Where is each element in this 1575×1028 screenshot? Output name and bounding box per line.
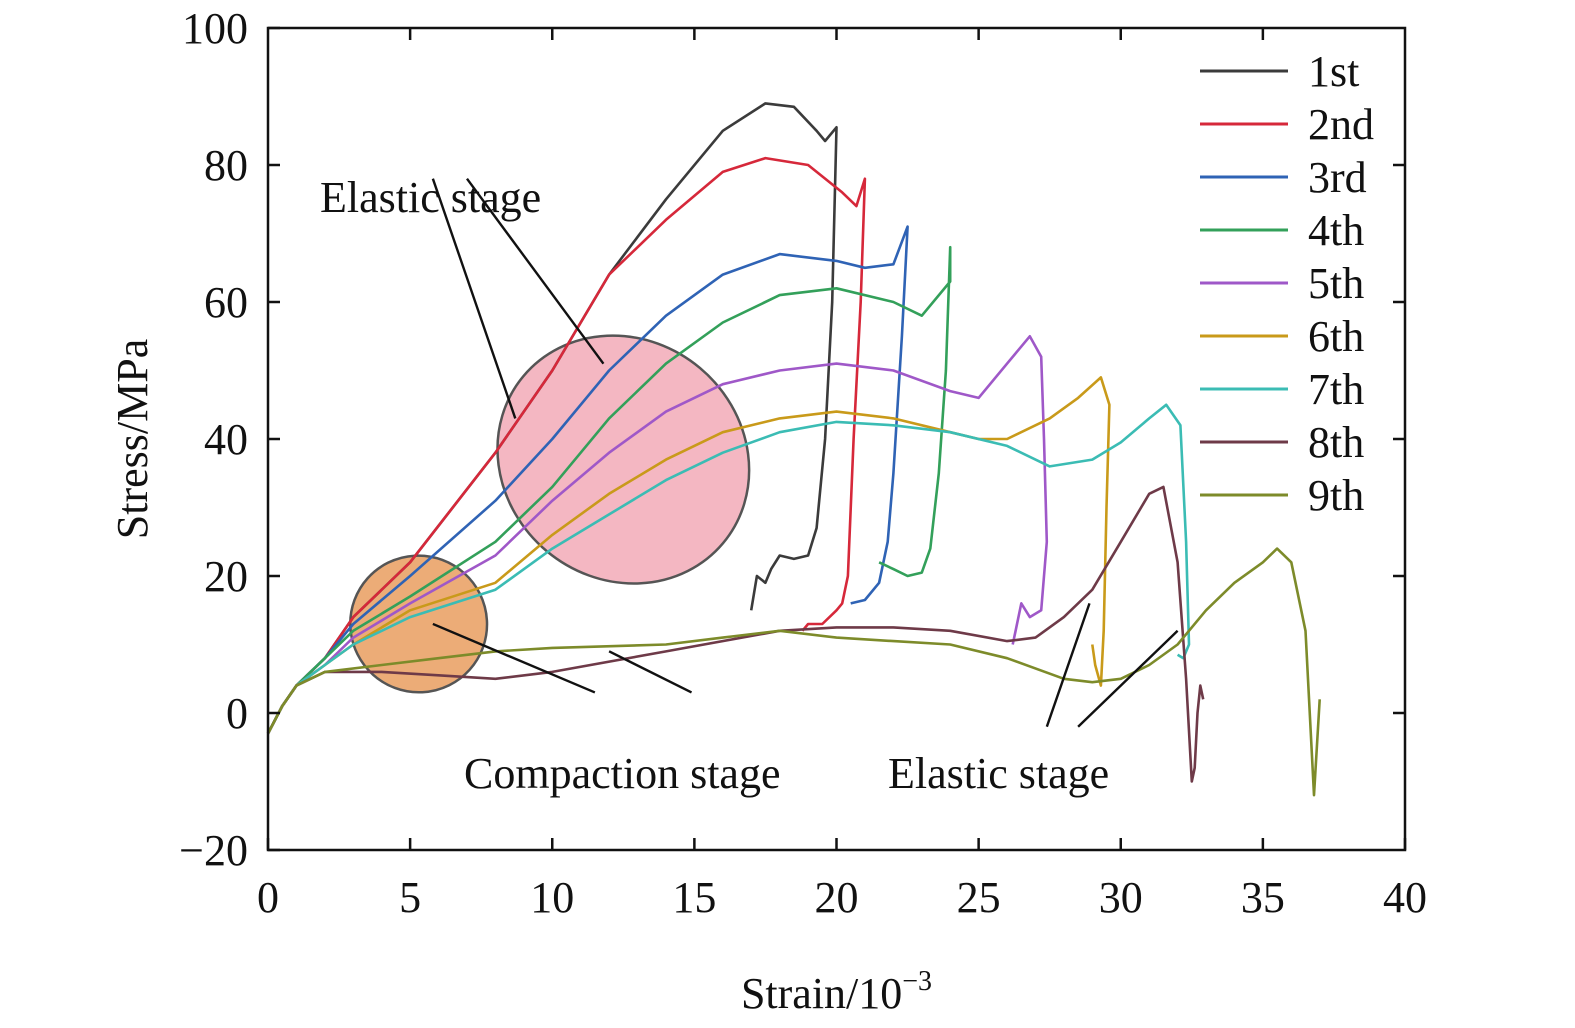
y-tick-label: 60 xyxy=(204,278,248,327)
x-tick-label: 40 xyxy=(1383,873,1427,922)
annotation-leader-2 xyxy=(466,177,605,365)
elastic-region xyxy=(496,334,751,585)
axes-layer: 0 5 10 15 20 25 30 35 40−20020406080100Strain/10… xyxy=(108,4,1427,1018)
annotation-lines xyxy=(431,177,1179,728)
legend-label-2: 2nd xyxy=(1308,100,1374,149)
x-axis-label-exponent: −3 xyxy=(902,966,932,997)
x-axis-label-base: Strain/10 xyxy=(741,969,902,1018)
annotation-leader-4 xyxy=(608,650,693,694)
series-line-8 xyxy=(266,485,1205,783)
x-tick-label: 0 xyxy=(257,873,279,922)
y-axis-label: Stress/MPa xyxy=(108,339,157,539)
series-line-3 xyxy=(266,225,909,735)
x-tick-label: 5 xyxy=(399,873,421,922)
annotation-leader-5 xyxy=(1045,603,1091,728)
x-tick-label: 25 xyxy=(957,873,1001,922)
x-axis-label: Strain/10−3 xyxy=(741,966,932,1018)
series-line-4 xyxy=(266,245,952,735)
compaction-region xyxy=(349,554,489,694)
series-layer xyxy=(266,102,1321,797)
legend-label-9: 9th xyxy=(1308,471,1364,520)
x-tick-label: 35 xyxy=(1241,873,1285,922)
series-line-5 xyxy=(266,335,1049,735)
x-tick-label: 15 xyxy=(672,873,716,922)
x-tick-label: 20 xyxy=(815,873,859,922)
legend-label-1: 1st xyxy=(1308,47,1359,96)
legend-label-6: 6th xyxy=(1308,312,1364,361)
series-line-7 xyxy=(266,403,1191,735)
legend-label-7: 7th xyxy=(1308,365,1364,414)
legend-label-8: 8th xyxy=(1308,418,1364,467)
series-line-9 xyxy=(266,547,1321,797)
legend-label-4: 4th xyxy=(1308,206,1364,255)
y-tick-label: 40 xyxy=(204,415,248,464)
annotation-label-2: Compaction stage xyxy=(464,749,781,798)
y-tick-label: 80 xyxy=(204,141,248,190)
y-tick-label: 0 xyxy=(226,689,248,738)
x-tick-label: 10 xyxy=(530,873,574,922)
legend-label-3: 3rd xyxy=(1308,153,1367,202)
annotation-label-3: Elastic stage xyxy=(888,749,1109,798)
annotation-leader-6 xyxy=(1077,629,1179,728)
y-tick-label: −20 xyxy=(179,826,248,875)
legend-label-5: 5th xyxy=(1308,259,1364,308)
regions-layer xyxy=(349,334,751,694)
y-tick-label: 20 xyxy=(204,552,248,601)
annotation-leader-1 xyxy=(431,178,517,419)
annotation-text: Elastic stage Compaction stage Elastic sta… xyxy=(320,173,1109,798)
series-line-2 xyxy=(266,156,867,735)
x-tick-label: 30 xyxy=(1099,873,1143,922)
annotation-label-1: Elastic stage xyxy=(320,173,541,222)
annotation-leader-3 xyxy=(432,622,596,694)
y-tick-label: 100 xyxy=(182,4,248,53)
